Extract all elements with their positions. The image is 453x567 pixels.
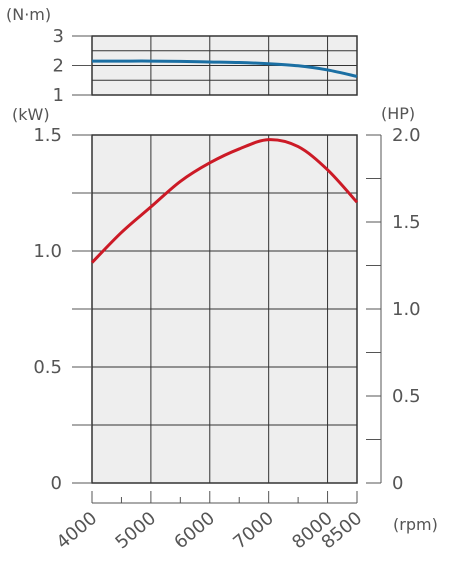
power-y-tick-label-right: 1.5 bbox=[392, 212, 421, 233]
torque-y-axis-label: (N·m) bbox=[6, 5, 51, 24]
x-tick-label: 4000 bbox=[53, 508, 102, 554]
power-y-tick-label-left: 0 bbox=[51, 473, 62, 494]
torque-y-tick-label: 2 bbox=[53, 56, 64, 77]
power-y-ticks-left: 0 0.5 1.0 1.5 bbox=[33, 125, 92, 494]
torque-y-tick-label: 1 bbox=[53, 85, 64, 106]
x-tick-label: 5000 bbox=[112, 508, 161, 554]
power-y-axis-label-left: (kW) bbox=[12, 105, 50, 124]
torque-series-line bbox=[92, 59, 358, 78]
power-series-line bbox=[90, 138, 359, 264]
torque-y-tick-label: 3 bbox=[53, 26, 64, 47]
power-y-axis-label-right: (HP) bbox=[381, 104, 415, 123]
torque-grid bbox=[92, 36, 357, 95]
power-grid bbox=[92, 135, 357, 483]
power-y-tick-label-left: 1.0 bbox=[33, 241, 62, 262]
power-y-tick-label-right: 0.5 bbox=[392, 386, 421, 407]
x-tick-label: 6000 bbox=[170, 508, 219, 554]
x-axis-label: (rpm) bbox=[393, 515, 438, 534]
power-y-tick-label-left: 1.5 bbox=[33, 125, 62, 146]
power-y-tick-label-right: 1.0 bbox=[392, 299, 421, 320]
torque-y-ticks: 1 2 3 bbox=[53, 26, 92, 106]
torque-panel: 1 2 3 (N·m) bbox=[6, 5, 358, 106]
power-y-ticks-right: 0 0.5 1.0 1.5 2.0 bbox=[366, 125, 421, 494]
x-tick-label: 7000 bbox=[229, 508, 278, 554]
power-y-tick-label-left: 0.5 bbox=[33, 357, 62, 378]
power-y-tick-label-right: 2.0 bbox=[392, 125, 421, 146]
power-panel: 0 0.5 1.0 1.5 0 0.5 1.0 1.5 2.0 4000 5000 6000 700… bbox=[12, 104, 438, 553]
power-y-tick-label-right: 0 bbox=[392, 473, 403, 494]
